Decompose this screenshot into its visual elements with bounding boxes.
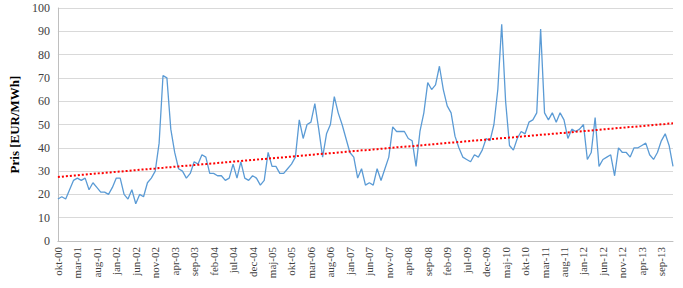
svg-text:aug-11: aug-11	[558, 247, 570, 277]
svg-text:maj-05: maj-05	[266, 247, 278, 279]
svg-text:dec-04: dec-04	[247, 247, 259, 277]
svg-text:90: 90	[38, 24, 50, 38]
svg-text:sep-03: sep-03	[188, 247, 200, 277]
svg-text:20: 20	[38, 187, 50, 201]
svg-text:feb-04: feb-04	[208, 247, 220, 276]
svg-text:jun-12: jun-12	[597, 247, 609, 277]
svg-text:dec-09: dec-09	[480, 247, 492, 277]
svg-text:aug-06: aug-06	[324, 247, 336, 278]
svg-text:mar-11: mar-11	[539, 247, 551, 278]
svg-text:50: 50	[38, 118, 50, 132]
svg-text:apr-13: apr-13	[636, 247, 648, 276]
svg-text:okt-10: okt-10	[519, 247, 531, 276]
svg-text:80: 80	[38, 48, 50, 62]
svg-text:nov-07: nov-07	[383, 247, 395, 279]
svg-text:apr-08: apr-08	[402, 247, 414, 276]
svg-text:aug-01: aug-01	[91, 247, 103, 278]
svg-text:Pris [EUR/MWh]: Pris [EUR/MWh]	[7, 76, 22, 174]
svg-text:jun-07: jun-07	[363, 247, 375, 277]
svg-text:feb-09: feb-09	[441, 247, 453, 276]
svg-text:jan-12: jan-12	[577, 247, 589, 276]
svg-text:apr-03: apr-03	[169, 247, 181, 276]
svg-text:jun-02: jun-02	[130, 247, 142, 277]
svg-text:40: 40	[38, 141, 50, 155]
svg-text:jul-09: jul-09	[461, 247, 473, 275]
svg-text:jan-07: jan-07	[344, 247, 356, 277]
svg-text:60: 60	[38, 94, 50, 108]
svg-text:nov-12: nov-12	[616, 247, 628, 278]
svg-text:70: 70	[38, 71, 50, 85]
svg-text:jul-04: jul-04	[227, 247, 239, 275]
svg-text:nov-02: nov-02	[149, 247, 161, 278]
svg-text:jan-02: jan-02	[110, 247, 122, 276]
svg-text:mar-01: mar-01	[71, 247, 83, 279]
svg-text:mar-06: mar-06	[305, 247, 317, 279]
svg-text:maj-10: maj-10	[500, 247, 512, 279]
svg-text:10: 10	[38, 211, 50, 225]
svg-text:0: 0	[44, 234, 50, 248]
svg-text:okt-00: okt-00	[52, 247, 64, 276]
svg-text:100: 100	[32, 1, 50, 15]
svg-text:sep-08: sep-08	[422, 247, 434, 277]
svg-text:sep-13: sep-13	[655, 247, 667, 277]
svg-text:okt-05: okt-05	[285, 247, 297, 276]
svg-text:30: 30	[38, 164, 50, 178]
